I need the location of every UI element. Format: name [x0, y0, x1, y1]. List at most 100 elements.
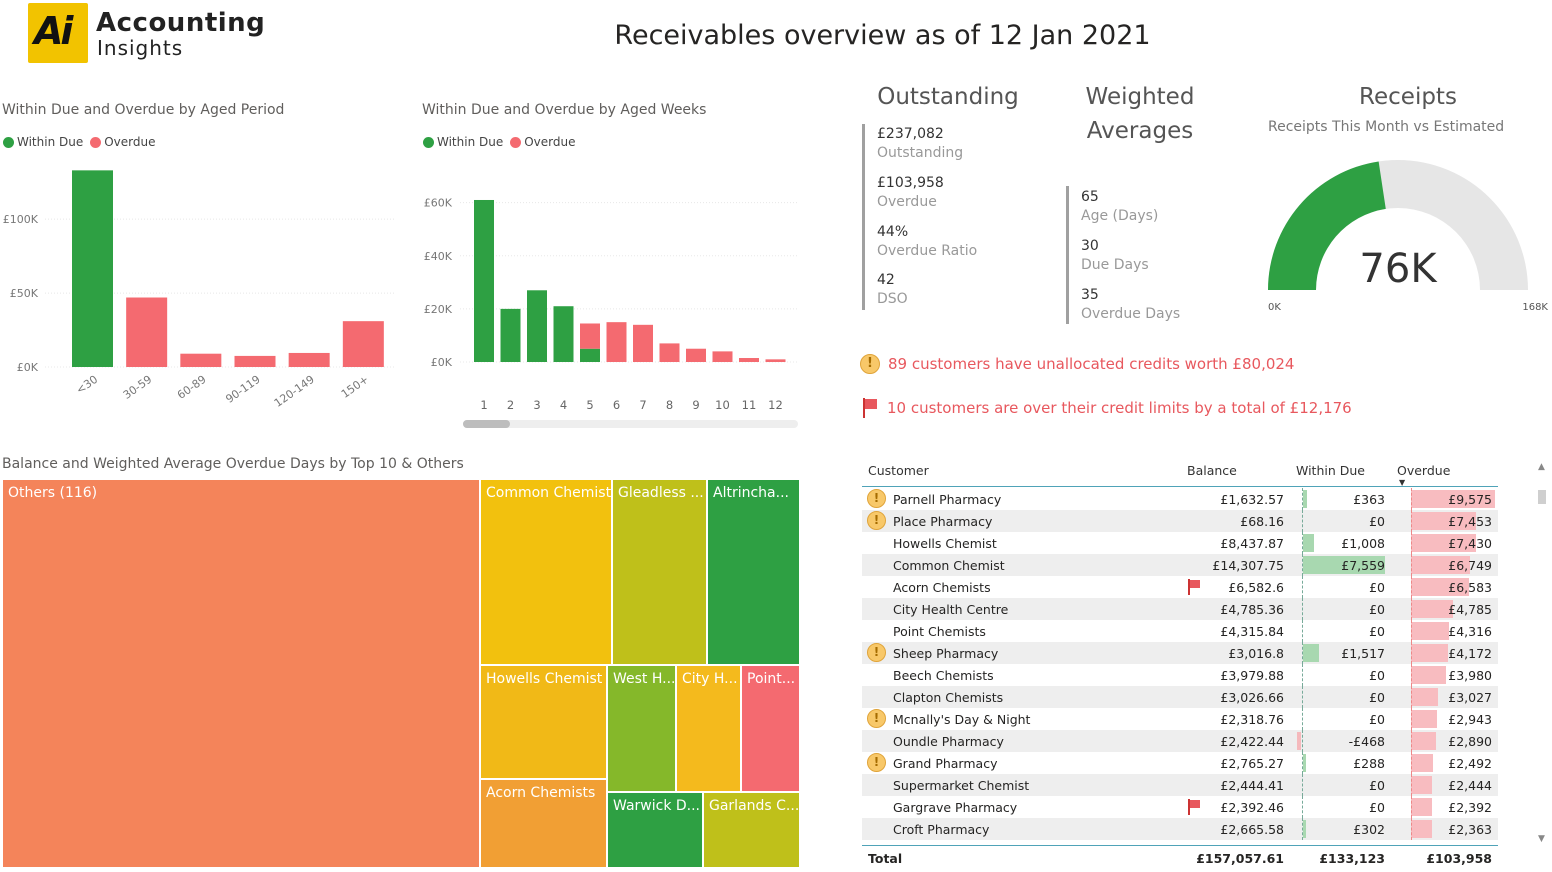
treemap-cell-altrincham[interactable]: Altrincha...: [707, 479, 800, 665]
x-tick-label: 6: [613, 398, 620, 412]
receipts-subtitle: Receipts This Month vs Estimated: [1268, 119, 1505, 135]
x-tick-label: 7: [639, 398, 646, 412]
table-row[interactable]: Beech Chemists £3,979.88 £0 £3,980: [862, 664, 1498, 686]
table-scrollbar[interactable]: ▲ ▼: [1536, 462, 1548, 850]
customer-table[interactable]: Customer Balance Within Due Overdue ▼ ! P…: [862, 458, 1498, 872]
aged-weeks-legend[interactable]: Within Due Overdue: [423, 135, 583, 149]
total-within-due: £133,123: [1319, 851, 1385, 866]
col-header-within-due[interactable]: Within Due: [1296, 463, 1365, 478]
flag-icon: [1188, 799, 1201, 815]
x-tick-label: 4: [560, 398, 567, 412]
cell-within-due: £0: [1369, 602, 1385, 617]
kpi-outstanding-value: £237,082: [877, 126, 944, 142]
scroll-down-icon[interactable]: ▼: [1538, 834, 1545, 844]
table-row[interactable]: Gargrave Pharmacy £2,392.46 £0 £2,392: [862, 796, 1498, 818]
overdue-bar: [1411, 776, 1433, 794]
overdue-bar: [1411, 644, 1448, 662]
receipts-gauge[interactable]: 76K 0K 168K: [1258, 140, 1552, 320]
scroll-up-icon[interactable]: ▲: [1538, 462, 1545, 472]
table-row[interactable]: Clapton Chemists £3,026.66 £0 £3,027: [862, 686, 1498, 708]
y-tick-label: £100K: [3, 213, 39, 226]
overdue-axis: [1411, 620, 1412, 642]
cell-balance: £2,444.41: [1220, 778, 1284, 793]
x-tick-label: 60-89: [175, 373, 209, 402]
cell-overdue: £4,785: [1448, 602, 1492, 617]
sort-desc-icon[interactable]: ▼: [1399, 478, 1406, 487]
aged-period-chart[interactable]: £100K £50K £0K <30 30-59 60-89 90-119 120-149 15…: [0, 160, 400, 420]
treemap-cell-others[interactable]: Others (116): [2, 479, 480, 868]
aged-period-legend[interactable]: Within Due Overdue: [3, 135, 163, 149]
kpi-overdue-value: £103,958: [877, 175, 944, 191]
table-row[interactable]: ! Mcnally's Day & Night £2,318.76 £0 £2,943: [862, 708, 1498, 730]
table-row[interactable]: Supermarket Chemist £2,444.41 £0 £2,444: [862, 774, 1498, 796]
table-row[interactable]: Acorn Chemists £6,582.6 £0 £6,583: [862, 576, 1498, 598]
cell-customer: Clapton Chemists: [893, 690, 1004, 705]
aged-weeks-chart[interactable]: £60K£40K£20K£0K1 2 3 4 5 6 7 8 9 10 11 12: [410, 175, 810, 435]
y-tick-label: £20K: [424, 303, 453, 316]
legend-within-due[interactable]: Within Due: [3, 135, 83, 149]
cell-overdue: £2,363: [1448, 822, 1492, 837]
bar-overdue: [765, 359, 786, 362]
table-row[interactable]: ! Parnell Pharmacy £1,632.57 £363 £9,575: [862, 488, 1498, 510]
col-header-overdue[interactable]: Overdue: [1397, 463, 1451, 478]
table-row[interactable]: Howells Chemist £8,437.87 £1,008 £7,430: [862, 532, 1498, 554]
within-due-bar: [1303, 534, 1314, 552]
bar-overdue: [659, 343, 680, 362]
col-header-balance[interactable]: Balance: [1187, 463, 1237, 478]
bar-overdue: [739, 358, 759, 362]
outstanding-heading: Outstanding: [877, 84, 1019, 110]
x-tick-label: 1: [480, 398, 487, 412]
table-row[interactable]: Croft Pharmacy £2,665.58 £302 £2,363: [862, 818, 1498, 840]
table-body[interactable]: ! Parnell Pharmacy £1,632.57 £363 £9,575! Pla…: [862, 488, 1498, 843]
overdue-bar: [1411, 578, 1469, 596]
table-row[interactable]: ! Place Pharmacy £68.16 £0 £7,453: [862, 510, 1498, 532]
alert-credit-limits[interactable]: 10 customers are over their credit limit…: [862, 398, 1352, 418]
kpi-age-value: 65: [1081, 189, 1099, 205]
treemap-cell-acorn-chemists[interactable]: Acorn Chemists: [480, 779, 607, 868]
scroll-thumb[interactable]: [1538, 490, 1546, 504]
cell-within-due: £0: [1369, 514, 1385, 529]
treemap-cell-garlands-c[interactable]: Garlands C...: [703, 792, 800, 868]
kpi-dso-value: 42: [877, 272, 895, 288]
table-row[interactable]: ! Grand Pharmacy £2,765.27 £288 £2,492: [862, 752, 1498, 774]
col-header-customer[interactable]: Customer: [868, 463, 929, 478]
cell-within-due: £363: [1353, 492, 1385, 507]
cell-customer: Common Chemist: [893, 558, 1005, 573]
legend-within-due[interactable]: Within Due: [423, 135, 503, 149]
cell-customer: Gargrave Pharmacy: [893, 800, 1018, 815]
table-row[interactable]: Common Chemist £14,307.75 £7,559 £6,749: [862, 554, 1498, 576]
bar-within-due: [72, 170, 113, 367]
overdue-bar: [1411, 512, 1477, 530]
legend-overdue[interactable]: Overdue: [510, 135, 576, 149]
cell-within-due: £288: [1353, 756, 1385, 771]
treemap-cell-west-h[interactable]: West H...: [607, 665, 676, 792]
cell-customer: Grand Pharmacy: [893, 756, 998, 771]
treemap-cell-warwick-d[interactable]: Warwick D...: [607, 792, 703, 868]
bar-overdue: [126, 297, 168, 367]
treemap[interactable]: Others (116) Common Chemist Gleadless ..…: [2, 479, 800, 868]
kpi-overdue-ratio-value: 44%: [877, 224, 909, 240]
treemap-cell-gleadless[interactable]: Gleadless ...: [612, 479, 707, 665]
bar-within-due: [553, 306, 574, 362]
legend-overdue[interactable]: Overdue: [90, 135, 156, 149]
kpi-overdue-ratio-label: Overdue Ratio: [877, 243, 978, 259]
bar-within-due: [474, 199, 494, 362]
treemap-cell-common-chemist[interactable]: Common Chemist: [480, 479, 612, 665]
table-row[interactable]: ! Sheep Pharmacy £3,016.8 £1,517 £4,172: [862, 642, 1498, 664]
table-row[interactable]: Point Chemists £4,315.84 £0 £4,316: [862, 620, 1498, 642]
total-label: Total: [868, 851, 903, 866]
treemap-cell-point[interactable]: Point...: [741, 665, 800, 792]
treemap-cell-howells-chemist[interactable]: Howells Chemist: [480, 665, 607, 779]
alert-unallocated-credits[interactable]: ! 89 customers have unallocated credits …: [860, 354, 1294, 374]
table-row[interactable]: City Health Centre £4,785.36 £0 £4,785: [862, 598, 1498, 620]
cell-overdue: £2,890: [1448, 734, 1492, 749]
within-due-bar: [1303, 644, 1320, 662]
within-due-axis: [1302, 818, 1303, 840]
bar-within-due: [500, 308, 521, 362]
warning-icon: !: [867, 753, 886, 772]
within-due-axis: [1302, 642, 1303, 664]
treemap-cell-city-h[interactable]: City H...: [676, 665, 741, 792]
cell-balance: £2,665.58: [1220, 822, 1284, 837]
cell-overdue: £4,316: [1448, 624, 1492, 639]
table-row[interactable]: Oundle Pharmacy £2,422.44 -£468 £2,890: [862, 730, 1498, 752]
